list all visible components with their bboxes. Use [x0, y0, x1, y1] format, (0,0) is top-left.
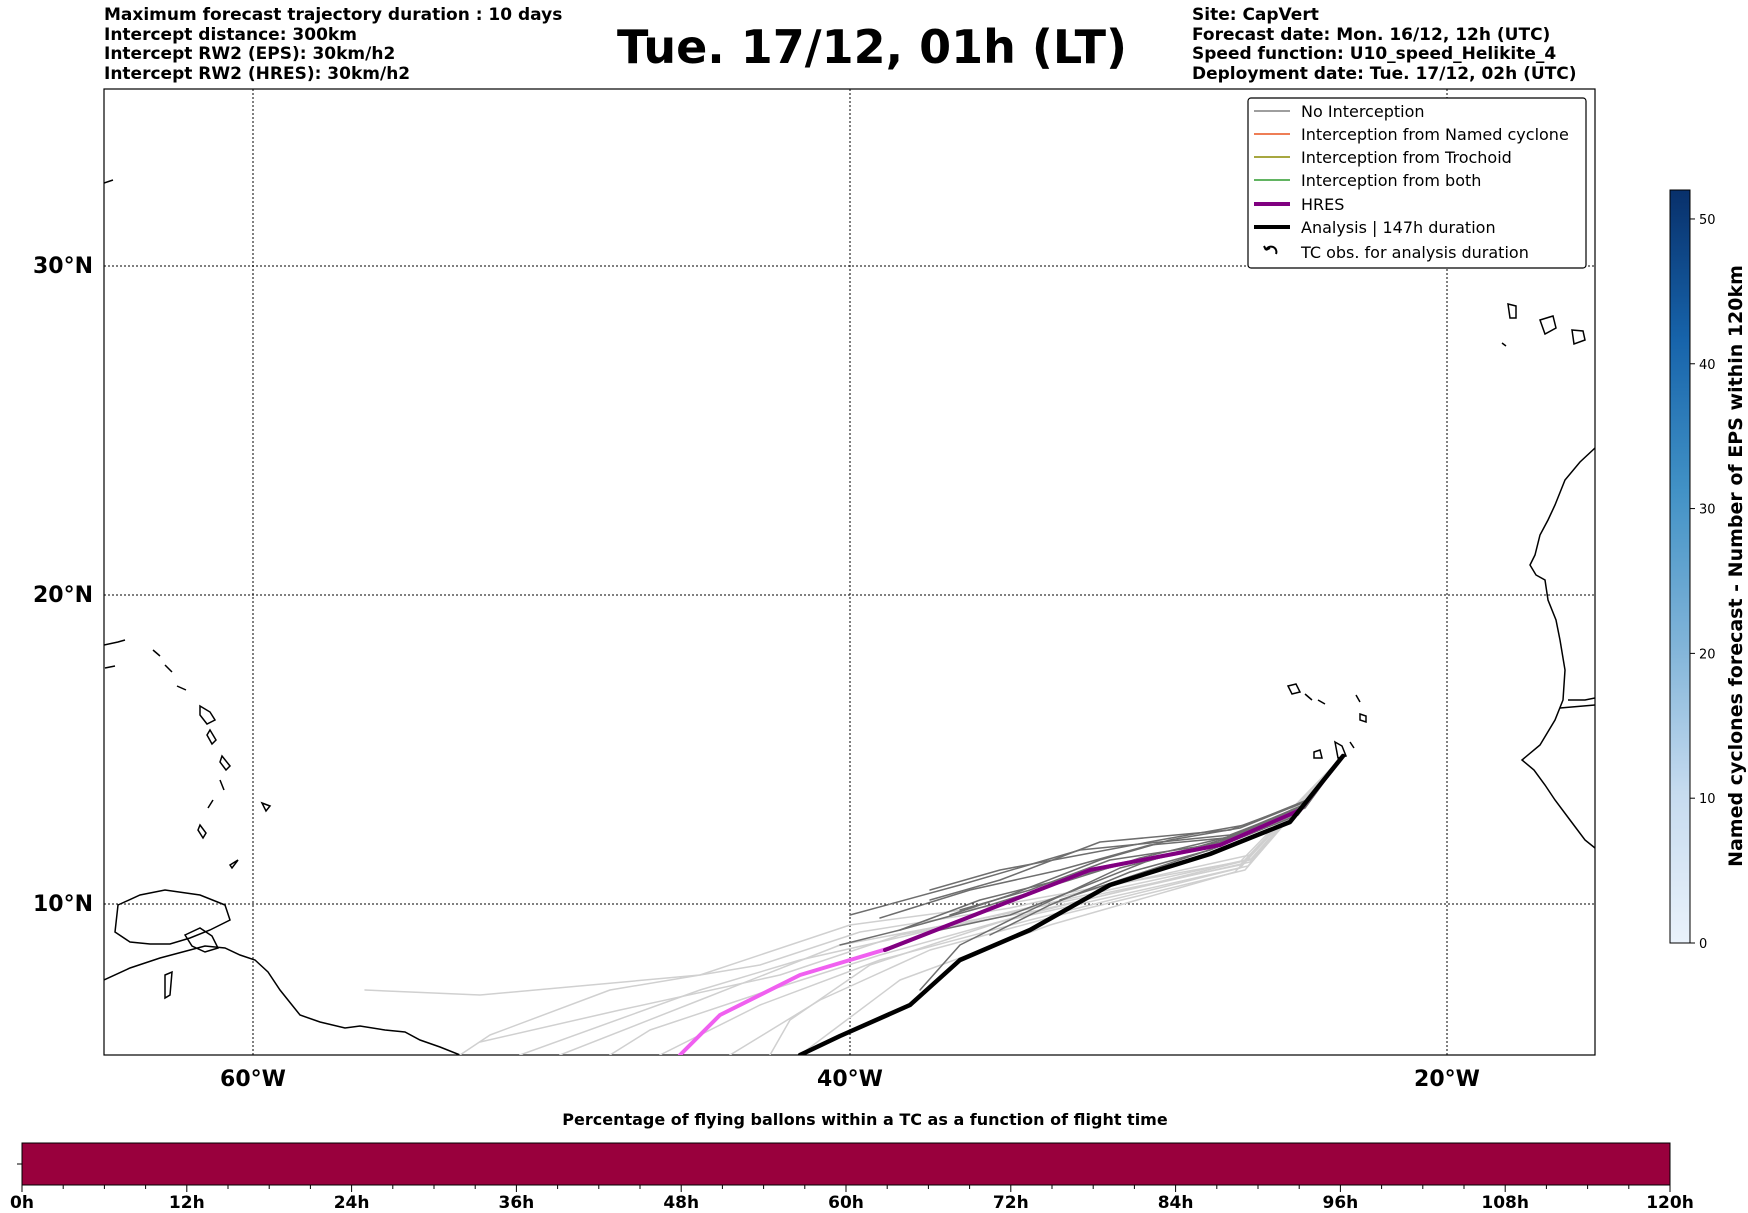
legend-item-no-interception: No Interception — [1254, 102, 1425, 121]
timeline-tick-label: 120h — [1646, 1193, 1694, 1213]
trajectories-far — [364, 755, 1344, 1055]
timeline-tick-label: 60h — [828, 1193, 864, 1213]
coastline-hispaniola — [104, 639, 126, 669]
timeline-tick-label: 48h — [663, 1193, 699, 1213]
legend-box — [1247, 97, 1587, 269]
trajectory-line — [769, 755, 1344, 1055]
map-legend: No Interception Interception from Named … — [1247, 97, 1587, 269]
colorbar-tick-label: 30 — [1699, 503, 1716, 518]
colorbar-tick-label: 40 — [1699, 358, 1716, 373]
colorbar-label: Named cyclones forecast - Number of EPS … — [1725, 265, 1747, 867]
legend-label: Interception from Trochoid — [1301, 148, 1512, 167]
header-left-line: Intercept distance: 300km — [104, 24, 357, 45]
timeline-tick-label: 0h — [10, 1193, 34, 1213]
trajectory-line — [364, 755, 1344, 996]
map-panel: 30°N 20°N 10°N 60°W 40°W 20°W No Interce… — [33, 88, 1596, 1092]
trajectory-line — [799, 755, 1344, 1055]
axis-labels: 30°N 20°N 10°N 60°W 40°W 20°W — [33, 254, 1480, 1092]
colorbar-tick-label: 10 — [1699, 792, 1716, 807]
header-right-line: Deployment date: Tue. 17/12, 02h (UTC) — [1192, 63, 1577, 84]
coastline-west-africa — [1520, 447, 1595, 849]
timeline-bar — [21, 1142, 1671, 1186]
coastlines — [104, 179, 1595, 1055]
analysis-trajectory — [797, 753, 1346, 1055]
trajectory-line — [919, 755, 1344, 991]
main-title: Tue. 17/12, 01h (LT) — [617, 20, 1127, 74]
lat-label: 20°N — [33, 583, 93, 608]
colorbar-ticks: 0 10 20 30 40 50 — [1690, 213, 1716, 952]
legend-item-tc-obs: TC obs. for analysis duration — [1263, 243, 1529, 262]
legend-label: TC obs. for analysis duration — [1300, 243, 1529, 262]
timeline-title: Percentage of flying ballons within a TC… — [562, 1110, 1168, 1129]
timeline-ticks: 0h 12h 24h 36h 48h 60h 72h 84h 96h 108h 120h — [10, 1185, 1694, 1213]
lat-label: 30°N — [33, 254, 93, 279]
trajectory-line — [939, 755, 1344, 931]
timeline-tick-label: 96h — [1323, 1193, 1359, 1213]
header-left-line: Intercept RW2 (HRES): 30km/h2 — [104, 63, 411, 84]
colorbar: 0 10 20 30 40 50 Named cyclones forecast - Nu… — [1669, 189, 1747, 952]
header-right-line: Forecast date: Mon. 16/12, 12h (UTC) — [1192, 24, 1551, 45]
legend-item-analysis: Analysis | 147h duration — [1254, 218, 1496, 237]
header-right-line: Site: CapVert — [1192, 5, 1319, 25]
legend-label: No Interception — [1301, 102, 1425, 121]
trajectory-group — [364, 753, 1346, 1055]
lon-label: 40°W — [817, 1067, 883, 1092]
legend-label: Interception from both — [1301, 171, 1481, 190]
timeline-panel: Percentage of flying ballons within a TC… — [10, 1110, 1694, 1213]
coastline-south-america — [104, 945, 461, 1055]
legend-label: Interception from Named cyclone — [1301, 125, 1569, 144]
timeline-tick-label: 84h — [1158, 1193, 1194, 1213]
legend-item-trochoid: Interception from Trochoid — [1254, 148, 1512, 167]
timeline-tick-label: 36h — [499, 1193, 535, 1213]
trajectory-line — [459, 755, 1344, 1055]
colorbar-tick-label: 20 — [1699, 647, 1716, 662]
timeline-tick-label: 12h — [169, 1193, 205, 1213]
legend-item-hres: HRES — [1254, 195, 1344, 214]
tc-obs-marker-icon — [1263, 245, 1278, 255]
legend-label: Analysis | 147h duration — [1301, 218, 1496, 237]
timeline-tick-label: 72h — [993, 1193, 1029, 1213]
legend-item-both: Interception from both — [1254, 171, 1481, 190]
lon-label: 60°W — [220, 1067, 286, 1092]
timeline-tick-label: 24h — [334, 1193, 370, 1213]
header-right: Site: CapVert Forecast date: Mon. 16/12,… — [1192, 5, 1577, 84]
lat-label: 10°N — [33, 892, 93, 917]
coastline-cape-verde — [1286, 683, 1367, 759]
trajectory-line — [659, 755, 1344, 1055]
coastline-venezuela — [114, 889, 231, 945]
coastline-lesser-antilles — [152, 649, 232, 840]
coastline-small-islands — [164, 801, 272, 1000]
map-gridlines — [104, 89, 1595, 1055]
coastline-gambia — [1559, 697, 1595, 709]
coastline-trinidad — [183, 927, 220, 953]
header-left-line: Intercept RW2 (EPS): 30km/h2 — [104, 44, 396, 64]
colorbar-tick-label: 0 — [1699, 937, 1707, 952]
header-left: Maximum forecast trajectory duration : 1… — [104, 5, 563, 84]
trajectory-line — [479, 755, 1344, 1043]
header-left-line: Maximum forecast trajectory duration : 1… — [104, 5, 563, 25]
colorbar-gradient — [1669, 189, 1691, 944]
legend-label: HRES — [1301, 195, 1344, 214]
colorbar-tick-label: 50 — [1699, 213, 1716, 228]
lon-label: 20°W — [1414, 1067, 1480, 1092]
timeline-tick-label: 108h — [1481, 1193, 1529, 1213]
coastline-canary-islands — [104, 179, 1586, 347]
header-right-line: Speed function: U10_speed_Helikite_4 — [1192, 44, 1557, 64]
legend-item-named-cyclone: Interception from Named cyclone — [1254, 125, 1569, 144]
